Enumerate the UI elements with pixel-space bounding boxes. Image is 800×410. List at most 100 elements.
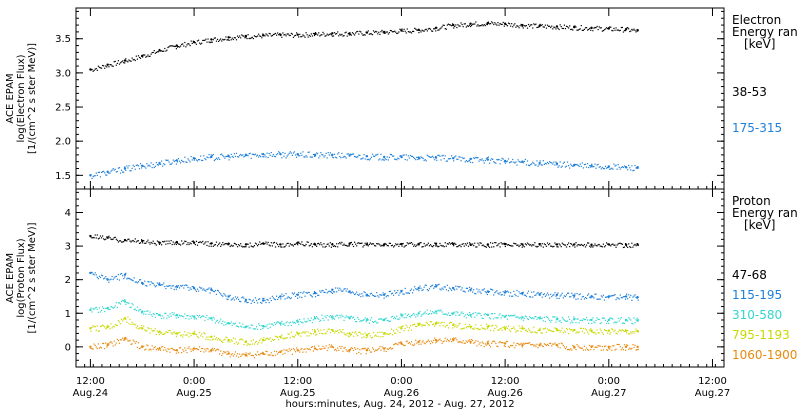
data-dot — [255, 326, 258, 328]
data-dot — [403, 28, 405, 30]
data-dot — [514, 243, 516, 245]
data-dot — [574, 293, 576, 295]
data-dot — [240, 338, 242, 340]
data-dot — [529, 244, 531, 246]
data-dot — [410, 329, 413, 331]
data-dot — [499, 313, 501, 315]
data-dot — [331, 242, 334, 245]
data-dot — [366, 159, 368, 161]
data-dot — [144, 242, 146, 244]
data-dot — [377, 153, 379, 155]
data-dot — [322, 345, 324, 348]
data-dot — [271, 295, 273, 297]
data-dot — [478, 312, 480, 314]
data-dot — [405, 316, 407, 319]
data-dot — [484, 343, 486, 345]
data-dot — [399, 317, 401, 319]
data-dot — [605, 242, 608, 244]
data-point — [469, 22, 472, 25]
data-dot — [275, 295, 278, 297]
data-dot — [552, 294, 554, 296]
data-dot — [514, 23, 516, 25]
data-dot — [578, 244, 580, 246]
data-dot — [488, 317, 491, 319]
xtick-label-time: 12:00 — [698, 376, 727, 387]
data-dot — [104, 172, 106, 174]
data-dot — [174, 333, 176, 335]
data-dot — [95, 237, 97, 239]
data-dot — [118, 302, 121, 304]
data-point — [89, 327, 92, 330]
data-dot — [368, 243, 370, 245]
data-dot — [440, 340, 442, 342]
data-dot — [486, 244, 489, 246]
data-dot — [518, 291, 520, 293]
data-dot — [439, 310, 441, 312]
data-dot — [413, 289, 415, 291]
data-dot — [203, 332, 205, 334]
data-dot — [265, 241, 267, 243]
data-dot — [633, 346, 635, 348]
data-dot — [104, 326, 106, 328]
data-dot — [288, 296, 290, 299]
data-dot — [268, 323, 270, 325]
data-dot — [434, 337, 436, 339]
data-dot — [214, 37, 217, 39]
data-dot — [198, 286, 201, 288]
data-dot — [203, 288, 205, 290]
data-dot — [456, 26, 458, 29]
data-dot — [427, 313, 429, 315]
data-dot — [402, 344, 404, 346]
data-dot — [192, 349, 194, 352]
data-dot — [122, 171, 124, 173]
data-dot — [399, 331, 401, 334]
data-dot — [307, 151, 309, 153]
data-dot — [515, 344, 517, 347]
data-dot — [471, 316, 473, 318]
data-dot — [493, 340, 495, 342]
data-dot — [621, 243, 623, 245]
data-dot — [97, 171, 99, 174]
data-dot — [209, 339, 211, 341]
data-dot — [404, 327, 406, 330]
data-dot — [280, 324, 282, 326]
data-dot — [607, 28, 609, 30]
data-dot — [109, 328, 111, 330]
data-dot — [265, 156, 267, 158]
data-dot — [156, 282, 159, 284]
data-dot — [93, 274, 95, 276]
data-dot — [283, 155, 285, 157]
data-dot — [485, 292, 487, 294]
data-dot — [210, 41, 212, 43]
data-dot — [341, 332, 343, 334]
data-dot — [321, 290, 323, 292]
data-dot — [423, 242, 425, 245]
data-dot — [129, 306, 131, 309]
data-dot — [524, 25, 526, 27]
data-dot — [175, 288, 178, 290]
data-dot — [518, 344, 520, 346]
data-dot — [409, 343, 412, 345]
data-dot — [125, 303, 127, 306]
legend-entry-proton: 47-68 — [732, 268, 767, 282]
data-dot — [184, 331, 186, 333]
data-dot — [389, 242, 392, 245]
data-dot — [620, 26, 622, 29]
data-dot — [151, 242, 153, 244]
data-dot — [436, 245, 438, 247]
data-dot — [358, 331, 360, 333]
data-dot — [318, 330, 320, 332]
data-dot — [188, 243, 190, 246]
data-dot — [141, 167, 143, 169]
data-dot — [239, 154, 241, 157]
data-dot — [123, 241, 125, 243]
data-dot — [473, 23, 475, 25]
data-dot — [594, 331, 596, 334]
data-dot — [314, 244, 317, 246]
data-dot — [603, 329, 606, 331]
data-dot — [506, 160, 509, 162]
data-dot — [392, 317, 395, 320]
data-dot — [341, 33, 343, 35]
data-dot — [449, 157, 452, 160]
data-dot — [627, 298, 629, 300]
